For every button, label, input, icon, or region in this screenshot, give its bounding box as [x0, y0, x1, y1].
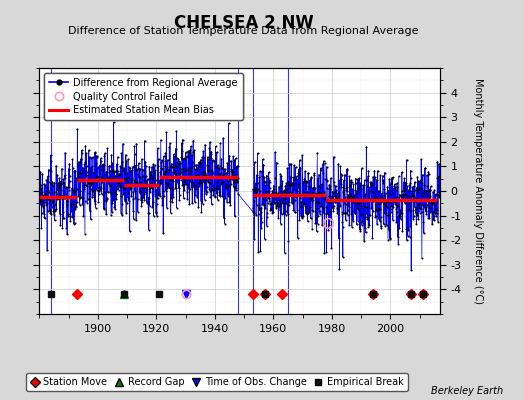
Text: Berkeley Earth: Berkeley Earth [431, 386, 503, 396]
Text: Difference of Station Temperature Data from Regional Average: Difference of Station Temperature Data f… [69, 26, 419, 36]
Text: CHELSEA 2 NW: CHELSEA 2 NW [174, 14, 313, 32]
Y-axis label: Monthly Temperature Anomaly Difference (°C): Monthly Temperature Anomaly Difference (… [473, 78, 483, 304]
Legend: Difference from Regional Average, Quality Control Failed, Estimated Station Mean: Difference from Regional Average, Qualit… [44, 73, 243, 120]
Legend: Station Move, Record Gap, Time of Obs. Change, Empirical Break: Station Move, Record Gap, Time of Obs. C… [26, 373, 408, 391]
